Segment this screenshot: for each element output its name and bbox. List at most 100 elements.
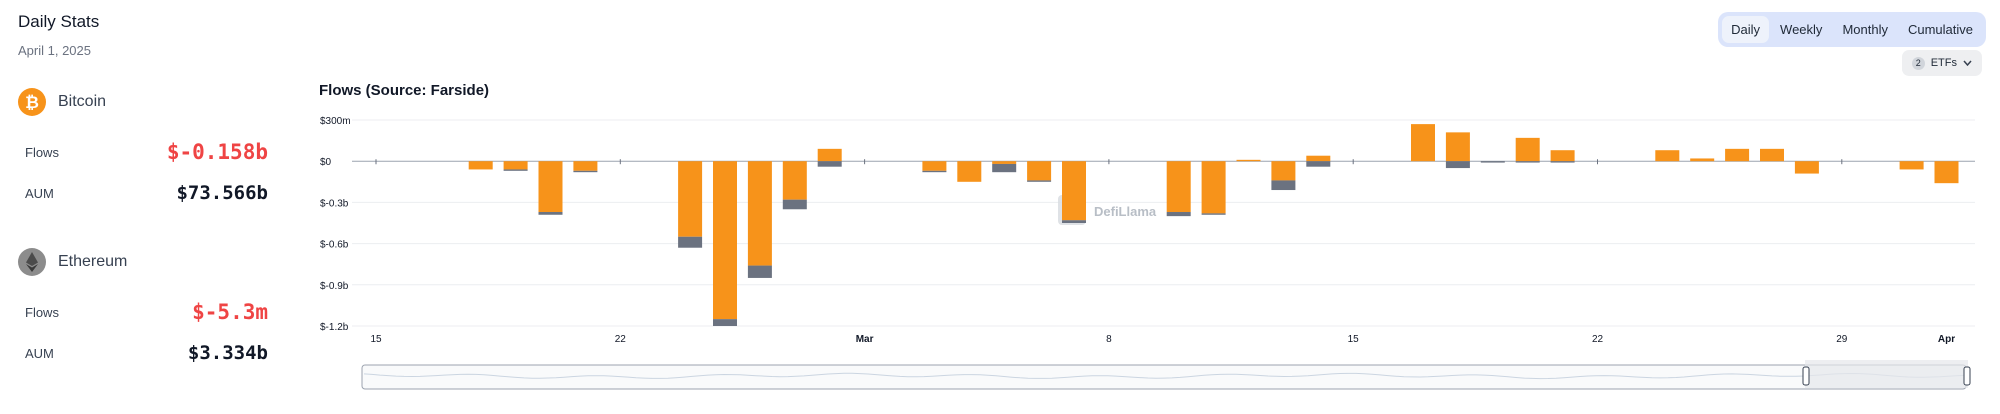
flow-bar bbox=[1445, 132, 1470, 162]
flow-bar bbox=[713, 319, 737, 326]
aum-row: AUM $73.566b bbox=[25, 178, 268, 208]
navigator-right-handle[interactable] bbox=[1963, 366, 1971, 386]
flow-bar bbox=[1027, 180, 1052, 182]
aum-row: AUM $3.334b bbox=[25, 338, 268, 368]
chevron-down-icon bbox=[1963, 60, 1972, 66]
y-tick-label: $-0.9b bbox=[320, 281, 349, 292]
flows-row: Flows $-5.3m bbox=[25, 297, 268, 327]
stats-date: April 1, 2025 bbox=[18, 43, 91, 58]
flow-bar bbox=[1550, 150, 1575, 162]
flow-bar bbox=[1655, 150, 1680, 162]
flows-value: $-0.158b bbox=[166, 140, 268, 164]
aum-value: $3.334b bbox=[187, 342, 268, 364]
navigator-overview-line bbox=[363, 372, 1965, 380]
flows-label: Flows bbox=[25, 144, 59, 160]
flow-bar bbox=[503, 169, 528, 171]
tab-daily[interactable]: Daily bbox=[1722, 16, 1770, 43]
flow-bar bbox=[503, 161, 528, 170]
flow-bar bbox=[1411, 124, 1435, 162]
flow-bar bbox=[1445, 161, 1470, 169]
flow-bar bbox=[1515, 137, 1540, 162]
flow-bar bbox=[1690, 158, 1715, 162]
flow-bar bbox=[817, 148, 842, 162]
flow-bar bbox=[922, 161, 947, 171]
watermark-text: DefiLlama bbox=[1094, 204, 1157, 219]
flow-bar bbox=[1550, 161, 1575, 163]
flow-bar bbox=[992, 163, 1017, 173]
flows-row: Flows $-0.158b bbox=[25, 137, 268, 167]
flow-bar bbox=[1480, 161, 1505, 163]
x-tick-label: 22 bbox=[615, 334, 627, 345]
flow-bar bbox=[1899, 161, 1924, 170]
tab-cumulative[interactable]: Cumulative bbox=[1907, 22, 1973, 37]
flow-bar bbox=[1062, 161, 1086, 221]
y-tick-label: $300m bbox=[320, 116, 351, 127]
x-tick-label: 22 bbox=[1592, 334, 1604, 345]
flow-bar bbox=[922, 170, 947, 173]
flow-bar bbox=[1201, 161, 1226, 214]
flow-bar bbox=[747, 265, 772, 278]
range-navigator bbox=[361, 364, 1967, 390]
x-tick-label: Apr bbox=[1938, 334, 1955, 345]
y-tick-label: $-0.6b bbox=[320, 240, 349, 251]
flow-bar bbox=[782, 199, 807, 210]
aum-value: $73.566b bbox=[176, 182, 268, 204]
bitcoin-icon: ₿ bbox=[18, 88, 46, 116]
daily-stats-panel: Daily Stats April 1, 2025 ₿ Bitcoin Flow… bbox=[18, 0, 268, 414]
flow-bar bbox=[678, 161, 703, 237]
flow-bar bbox=[1271, 180, 1296, 191]
x-tick-label: 15 bbox=[1348, 334, 1360, 345]
flow-bar bbox=[1515, 161, 1540, 163]
flows-value: $-5.3m bbox=[192, 300, 268, 324]
flow-bar bbox=[747, 161, 772, 266]
daily-stats-title: Daily Stats bbox=[18, 12, 100, 31]
flow-bar bbox=[538, 212, 563, 215]
flows-label: Flows bbox=[25, 304, 59, 320]
y-tick-label: $-1.2b bbox=[320, 322, 349, 333]
flow-bar bbox=[1934, 161, 1959, 184]
flow-bar bbox=[1166, 212, 1191, 217]
y-tick-label: $0 bbox=[320, 157, 332, 168]
flow-bar bbox=[678, 236, 703, 248]
etf-filter-label: ETFs bbox=[1930, 57, 1957, 69]
flow-bar bbox=[468, 161, 493, 170]
flow-bar bbox=[1027, 161, 1052, 181]
svg-text:₿: ₿ bbox=[25, 93, 39, 113]
flow-bar bbox=[1306, 161, 1331, 167]
navigator-selection-window[interactable] bbox=[1805, 360, 1968, 388]
etf-count-badge: 2 bbox=[1911, 56, 1925, 70]
flow-bar bbox=[1306, 155, 1331, 162]
chart-title: Flows (Source: Farside) bbox=[319, 82, 490, 99]
tab-weekly[interactable]: Weekly bbox=[1780, 22, 1823, 37]
flow-bar bbox=[992, 161, 1017, 164]
flow-bar bbox=[538, 161, 563, 213]
flow-bar bbox=[1166, 161, 1191, 213]
aum-label: AUM bbox=[25, 345, 54, 361]
etf-filter-button[interactable]: 2 ETFs bbox=[1901, 50, 1982, 76]
flow-bar bbox=[1236, 159, 1261, 162]
asset-name: Bitcoin bbox=[58, 93, 107, 110]
flow-bar bbox=[573, 170, 598, 173]
x-tick-label: 8 bbox=[1106, 334, 1112, 345]
period-toggle: Daily Weekly Monthly Cumulative bbox=[1718, 12, 1986, 47]
y-tick-label: $-0.3b bbox=[320, 198, 349, 209]
x-tick-label: Mar bbox=[856, 334, 874, 345]
ethereum-icon bbox=[18, 248, 46, 276]
flow-bar bbox=[1062, 220, 1086, 223]
tab-monthly[interactable]: Monthly bbox=[1842, 22, 1888, 37]
flow-bar bbox=[1760, 148, 1784, 162]
flow-bar bbox=[1271, 161, 1296, 181]
flow-bar bbox=[1201, 213, 1226, 215]
flow-bar bbox=[957, 161, 982, 182]
x-tick-label: 15 bbox=[370, 334, 382, 345]
flow-bar bbox=[1725, 148, 1750, 162]
x-tick-label: 29 bbox=[1836, 334, 1848, 345]
flow-bar bbox=[573, 161, 598, 171]
navigator-left-handle[interactable] bbox=[1802, 366, 1810, 386]
aum-label: AUM bbox=[25, 185, 54, 201]
flow-bar bbox=[817, 161, 842, 167]
flow-bar bbox=[713, 161, 737, 320]
flow-bar bbox=[782, 161, 807, 200]
flow-bar bbox=[1794, 161, 1819, 174]
